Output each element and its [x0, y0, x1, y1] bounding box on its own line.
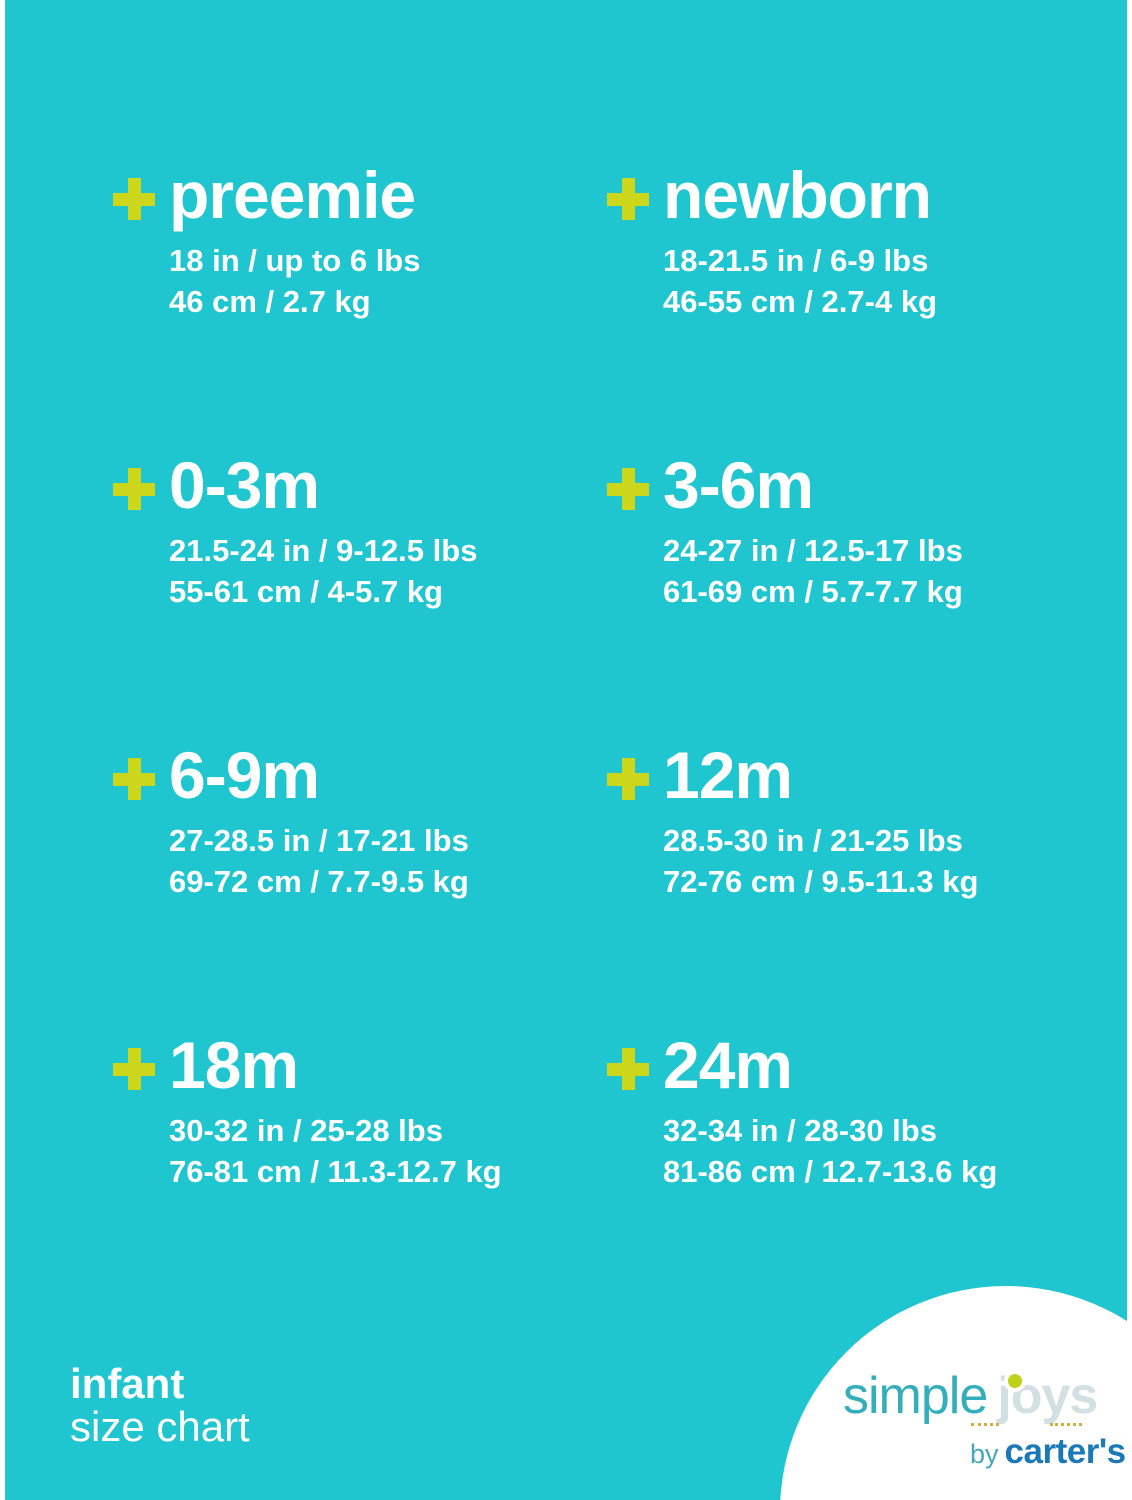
size-entry-12m: 12m 28.5-30 in / 21-25 lbs 72-76 cm / 9.… [607, 742, 1087, 1032]
size-imperial: 18 in / up to 6 lbs [169, 243, 421, 278]
plus-icon [113, 178, 155, 220]
size-chart-background: preemie 18 in / up to 6 lbs 46 cm / 2.7 … [5, 0, 1127, 1500]
size-metric: 72-76 cm / 9.5-11.3 kg [663, 864, 979, 899]
size-entry-preemie: preemie 18 in / up to 6 lbs 46 cm / 2.7 … [113, 162, 607, 452]
size-name: newborn [663, 158, 932, 232]
size-entry-18m: 18m 30-32 in / 25-28 lbs 76-81 cm / 11.3… [113, 1032, 607, 1322]
size-imperial: 18-21.5 in / 6-9 lbs [663, 243, 929, 278]
size-imperial: 24-27 in / 12.5-17 lbs [663, 533, 963, 568]
size-imperial: 30-32 in / 25-28 lbs [169, 1113, 443, 1148]
chart-label: infant size chart [70, 1362, 250, 1448]
size-metric: 61-69 cm / 5.7-7.7 kg [663, 574, 963, 609]
size-entry-6-9m: 6-9m 27-28.5 in / 17-21 lbs 69-72 cm / 7… [113, 742, 607, 1032]
plus-icon [113, 468, 155, 510]
size-imperial: 32-34 in / 28-30 lbs [663, 1113, 937, 1148]
chart-label-title: infant [70, 1360, 185, 1407]
size-metric: 46-55 cm / 2.7-4 kg [663, 284, 937, 319]
size-name: 0-3m [169, 448, 320, 522]
size-metric: 46 cm / 2.7 kg [169, 284, 371, 319]
plus-icon [607, 1048, 649, 1090]
logo-j-dot-icon [1008, 1374, 1022, 1388]
size-imperial: 27-28.5 in / 17-21 lbs [169, 823, 469, 858]
size-metric: 69-72 cm / 7.7-9.5 kg [169, 864, 469, 899]
plus-icon [607, 758, 649, 800]
plus-icon [607, 178, 649, 220]
logo-trademark: ™ [1126, 1434, 1127, 1448]
chart-label-subtitle: size chart [70, 1403, 250, 1450]
size-metric: 55-61 cm / 4-5.7 kg [169, 574, 443, 609]
size-imperial: 28.5-30 in / 21-25 lbs [663, 823, 963, 858]
logo-dashes-icon [1050, 1422, 1082, 1426]
plus-icon [607, 468, 649, 510]
plus-icon [113, 1048, 155, 1090]
size-metric: 81-86 cm / 12.7-13.6 kg [663, 1154, 998, 1189]
size-grid: preemie 18 in / up to 6 lbs 46 cm / 2.7 … [113, 162, 1087, 1322]
size-entry-24m: 24m 32-34 in / 28-30 lbs 81-86 cm / 12.7… [607, 1032, 1087, 1322]
size-imperial: 21.5-24 in / 9-12.5 lbs [169, 533, 478, 568]
size-name: 6-9m [169, 738, 320, 812]
size-name: 24m [663, 1028, 793, 1102]
size-entry-newborn: newborn 18-21.5 in / 6-9 lbs 46-55 cm / … [607, 162, 1087, 452]
size-entry-3-6m: 3-6m 24-27 in / 12.5-17 lbs 61-69 cm / 5… [607, 452, 1087, 742]
size-name: 12m [663, 738, 793, 812]
logo-brand-text: carter's [1004, 1432, 1127, 1471]
size-entry-0-3m: 0-3m 21.5-24 in / 9-12.5 lbs 55-61 cm / … [113, 452, 607, 742]
logo-dashes-icon [971, 1422, 999, 1426]
size-name: 18m [169, 1028, 299, 1102]
logo-by-text: by [970, 1439, 999, 1469]
size-name: preemie [169, 158, 416, 232]
size-metric: 76-81 cm / 11.3-12.7 kg [169, 1154, 502, 1189]
logo-simple-text: simple [843, 1367, 988, 1425]
plus-icon [113, 758, 155, 800]
size-name: 3-6m [663, 448, 814, 522]
